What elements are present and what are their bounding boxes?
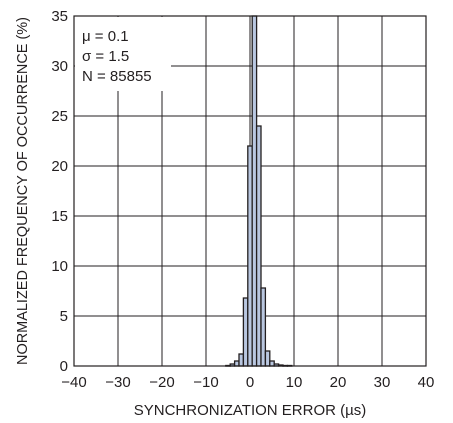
y-tick-label: 25 — [51, 108, 68, 125]
y-axis-title: NORMALIZED FREQUENCY OF OCCURRENCE (%) — [14, 17, 31, 365]
x-tick-label: 10 — [286, 374, 303, 391]
histogram-bar — [269, 360, 275, 367]
y-tick-label: 30 — [51, 58, 68, 75]
y-tick-label: 5 — [60, 308, 68, 325]
histogram-bar — [260, 287, 267, 367]
y-tick-label: 10 — [51, 258, 68, 275]
histogram-bar — [242, 297, 249, 367]
histogram-bar — [247, 145, 253, 367]
x-tick-label: −10 — [193, 374, 218, 391]
histogram-bar — [255, 125, 262, 367]
x-tick-label: −30 — [105, 374, 130, 391]
bar-layer — [225, 15, 293, 367]
annotation-count: N = 85855 — [82, 68, 152, 85]
x-tick-label: 0 — [246, 374, 254, 391]
histogram-bar — [238, 353, 245, 367]
x-tick-label: −40 — [61, 374, 86, 391]
annotation-mean: μ = 0.1 — [82, 28, 129, 45]
x-tick-label: 40 — [418, 374, 435, 391]
x-axis-title: SYNCHRONIZATION ERROR (µs) — [134, 402, 367, 419]
grid-layer — [74, 16, 426, 366]
x-tick-label: 20 — [330, 374, 347, 391]
histogram-bar — [251, 15, 258, 367]
y-tick-label: 35 — [51, 8, 68, 25]
y-tick-label: 15 — [51, 208, 68, 225]
plot-frame — [73, 15, 427, 367]
histogram-bar — [264, 350, 271, 367]
x-tick-label: 30 — [374, 374, 391, 391]
y-tick-label: 0 — [60, 358, 68, 375]
annotation-sigma: σ = 1.5 — [82, 48, 129, 65]
tick-label-layer: −40 −30 −20 −10 0 10 20 30 40 0 5 10 15 20 25 30 35 — [51, 8, 434, 391]
y-tick-label: 20 — [51, 158, 68, 175]
stats-box — [75, 17, 171, 91]
x-tick-label: −20 — [149, 374, 174, 391]
histogram-bar — [233, 360, 240, 367]
